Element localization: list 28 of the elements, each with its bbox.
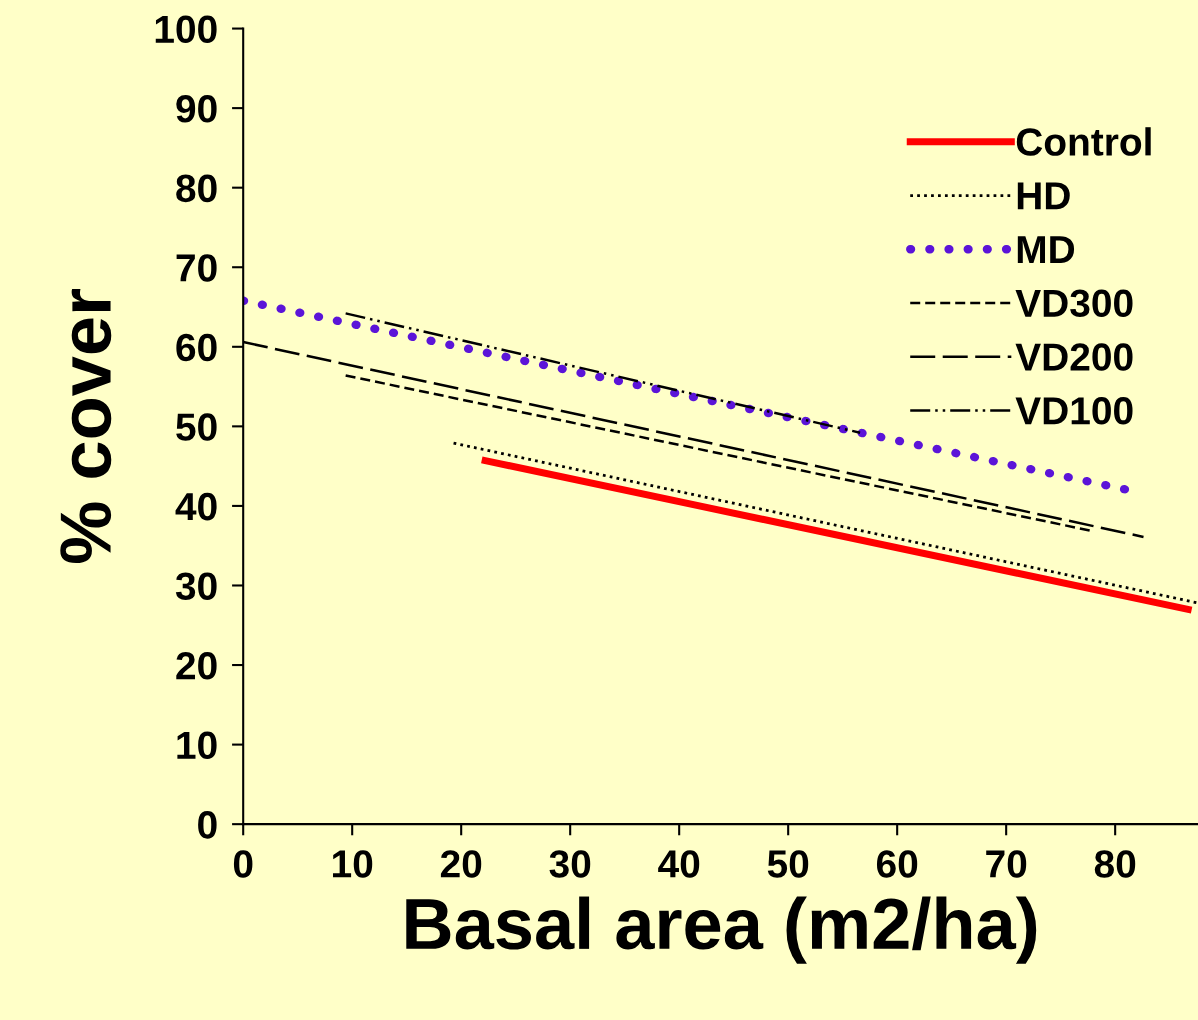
x-tick-label: 60 <box>876 850 918 878</box>
y-tick-label: 80 <box>176 174 217 203</box>
y-tick-label: 50 <box>176 413 217 441</box>
x-tick-label: 50 <box>767 850 809 878</box>
y-tick-label: 0 <box>198 811 217 839</box>
legend-label: VD100 <box>1015 396 1133 425</box>
y-tick-label: 60 <box>176 333 217 362</box>
x-tick-label: 10 <box>333 850 373 878</box>
y-tick-label: 70 <box>176 254 217 282</box>
y-tick-label: 90 <box>176 95 217 123</box>
legend-label: Control <box>1016 127 1151 156</box>
y-tick-label: 100 <box>155 15 217 44</box>
y-axis-title: % cover <box>60 288 112 564</box>
x-tick-label: 20 <box>440 850 482 878</box>
legend-label: VD300 <box>1015 289 1133 318</box>
legend-label: VD200 <box>1015 343 1133 371</box>
x-tick-label: 0 <box>233 850 253 878</box>
x-tick-label: 70 <box>986 850 1027 878</box>
x-axis-title: Basal area (m2/ha) <box>406 896 1037 964</box>
legend-label: MD <box>1017 236 1075 263</box>
legend-label: HD <box>1017 182 1070 210</box>
y-tick-label: 40 <box>175 492 217 521</box>
y-tick-label: 10 <box>177 731 217 760</box>
x-tick-label: 40 <box>658 850 700 878</box>
y-tick-label: 20 <box>176 651 217 680</box>
y-tick-label: 30 <box>175 572 217 601</box>
x-tick-label: 80 <box>1094 850 1136 878</box>
x-tick-label: 30 <box>549 850 591 878</box>
